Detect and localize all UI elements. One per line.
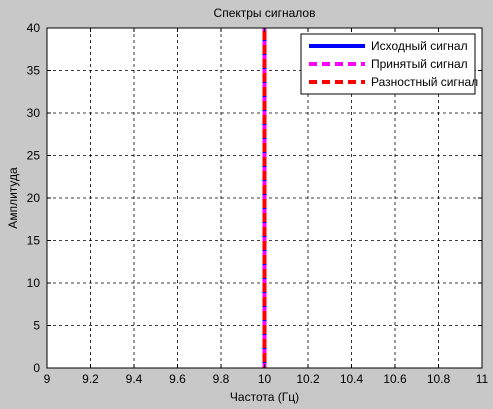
legend-label: Разностный сигнал xyxy=(371,75,478,89)
y-tick-label: 30 xyxy=(27,106,41,120)
x-tick-label: 9.2 xyxy=(82,372,99,386)
y-axis-label: Амплитуда xyxy=(6,167,20,229)
axis-ticks: 9 9.2 9.4 9.6 9.8 10 10.2 10.4 10.6 10.8 11 0 5 10 15 2… xyxy=(27,21,489,386)
y-tick-label: 15 xyxy=(27,234,41,248)
y-tick-label: 10 xyxy=(27,276,41,290)
x-tick-label: 10 xyxy=(258,372,272,386)
y-tick-label: 35 xyxy=(27,64,41,78)
x-tick-label: 9.8 xyxy=(213,372,230,386)
y-tick-label: 5 xyxy=(33,319,40,333)
x-tick-label: 10.2 xyxy=(296,372,320,386)
y-tick-label: 25 xyxy=(27,149,41,163)
y-tick-label: 0 xyxy=(33,361,40,375)
x-tick-label: 9 xyxy=(44,372,51,386)
y-tick-label: 20 xyxy=(27,191,41,205)
x-tick-label: 9.4 xyxy=(126,372,143,386)
y-tick-label: 40 xyxy=(27,21,41,35)
x-tick-label: 10.8 xyxy=(427,372,451,386)
chart-title: Спектры сигналов xyxy=(214,6,316,20)
x-tick-label: 11 xyxy=(476,372,489,386)
legend-label: Принятый сигнал xyxy=(371,57,468,71)
x-tick-label: 10.6 xyxy=(383,372,407,386)
x-axis-label: Частота (Гц) xyxy=(230,390,299,404)
x-tick-label: 9.6 xyxy=(169,372,186,386)
legend-label: Исходный сигнал xyxy=(371,39,468,53)
legend: Исходный сигнал Принятый сигнал Разностный… xyxy=(300,33,478,95)
x-tick-label: 10.4 xyxy=(340,372,364,386)
